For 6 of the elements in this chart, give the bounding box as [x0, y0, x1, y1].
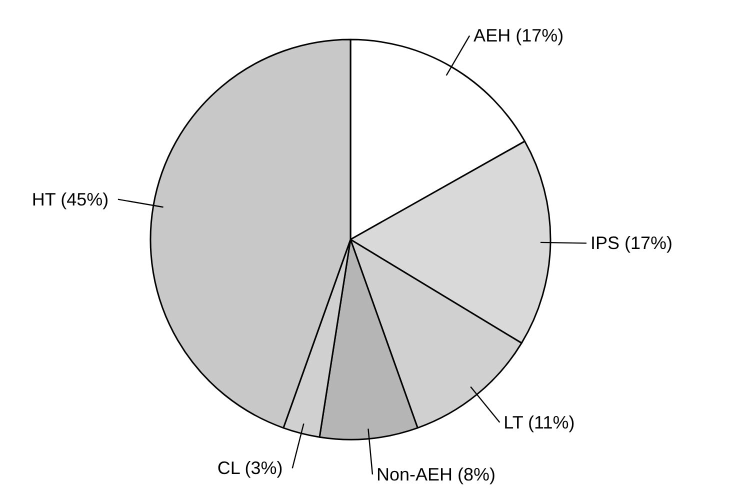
slice-label: IPS (17%): [590, 233, 673, 254]
slice-label: AEH (17%): [474, 26, 564, 46]
slice-label: Non-AEH (8%): [376, 464, 496, 484]
slice-label: LT (11%): [504, 412, 575, 432]
slice-label: HT (45%): [32, 189, 109, 210]
slice-label: CL (3%): [217, 458, 283, 478]
